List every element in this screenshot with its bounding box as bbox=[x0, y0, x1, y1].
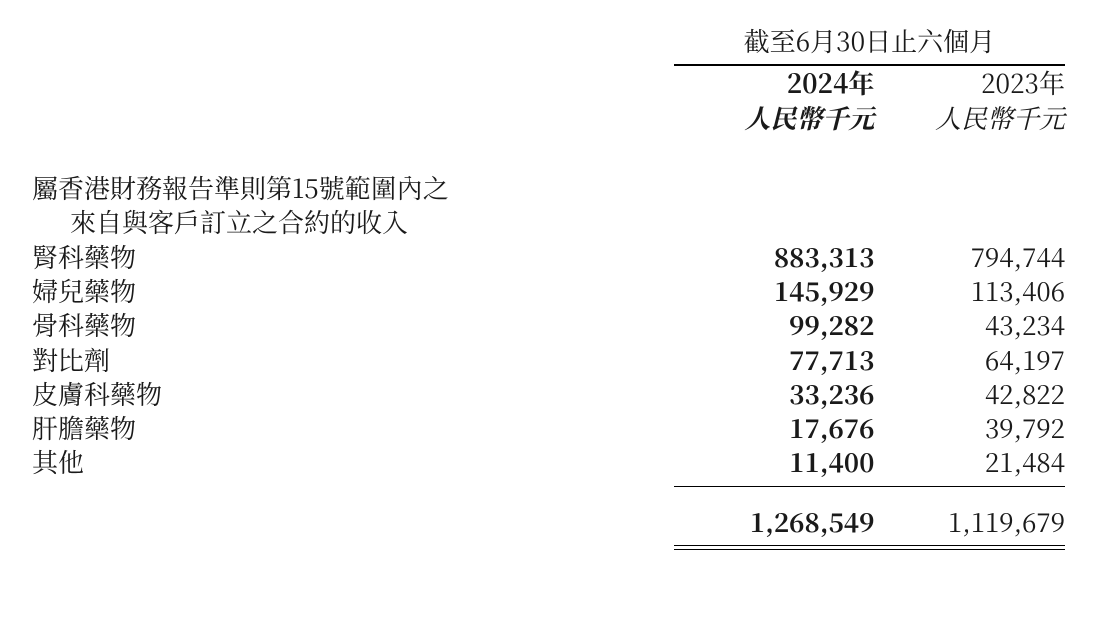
unit-header-row: 人民幣千元 人民幣千元 bbox=[32, 101, 1065, 135]
table-row: 對比劑 77,713 64,197 bbox=[32, 343, 1065, 377]
year-current: 2024年 bbox=[674, 66, 875, 100]
row-current: 77,713 bbox=[674, 343, 875, 377]
section-text-2: 來自與客戶訂立之合約的收入 bbox=[32, 205, 674, 239]
period-header-row: 截至6月30日止六個月 bbox=[32, 24, 1065, 58]
year-header-row: 2024年 2023年 bbox=[32, 66, 1065, 100]
row-prior: 21,484 bbox=[874, 445, 1065, 479]
total-label bbox=[32, 505, 674, 539]
table-row: 骨科藥物 99,282 43,234 bbox=[32, 308, 1065, 342]
total-rule-bottom bbox=[32, 549, 1065, 550]
row-label: 骨科藥物 bbox=[32, 308, 674, 342]
row-prior: 113,406 bbox=[874, 274, 1065, 308]
table-row: 婦兒藥物 145,929 113,406 bbox=[32, 274, 1065, 308]
row-label: 對比劑 bbox=[32, 343, 674, 377]
row-current: 33,236 bbox=[674, 377, 875, 411]
table-row: 其他 11,400 21,484 bbox=[32, 445, 1065, 479]
row-prior: 42,822 bbox=[874, 377, 1065, 411]
row-prior: 39,792 bbox=[874, 411, 1065, 445]
row-label: 婦兒藥物 bbox=[32, 274, 674, 308]
section-text-1: 屬香港財務報告準則第15號範圍內之 bbox=[32, 171, 674, 205]
row-prior: 64,197 bbox=[874, 343, 1065, 377]
row-label: 其他 bbox=[32, 445, 674, 479]
total-prior: 1,119,679 bbox=[874, 505, 1065, 539]
blank-cell bbox=[32, 24, 674, 58]
row-current: 883,313 bbox=[674, 240, 875, 274]
period-title: 截至6月30日止六個月 bbox=[674, 24, 1065, 58]
table-row: 腎科藥物 883,313 794,744 bbox=[32, 240, 1065, 274]
financial-table-page: 截至6月30日止六個月 2024年 2023年 人民幣千元 人民幣千元 屬香港財… bbox=[0, 0, 1107, 550]
table-row: 皮膚科藥物 33,236 42,822 bbox=[32, 377, 1065, 411]
row-label: 腎科藥物 bbox=[32, 240, 674, 274]
row-prior: 43,234 bbox=[874, 308, 1065, 342]
row-prior: 794,744 bbox=[874, 240, 1065, 274]
revenue-table: 截至6月30日止六個月 2024年 2023年 人民幣千元 人民幣千元 屬香港財… bbox=[32, 24, 1065, 550]
row-label: 皮膚科藥物 bbox=[32, 377, 674, 411]
row-current: 99,282 bbox=[674, 308, 875, 342]
unit-current: 人民幣千元 bbox=[674, 101, 875, 135]
total-row: 1,268,549 1,119,679 bbox=[32, 505, 1065, 539]
unit-prior: 人民幣千元 bbox=[874, 101, 1065, 135]
blank-cell bbox=[32, 66, 674, 100]
year-prior: 2023年 bbox=[874, 66, 1065, 100]
section-line2: 來自與客戶訂立之合約的收入 bbox=[32, 205, 1065, 239]
row-current: 145,929 bbox=[674, 274, 875, 308]
row-current: 11,400 bbox=[674, 445, 875, 479]
section-line1: 屬香港財務報告準則第15號範圍內之 bbox=[32, 171, 1065, 205]
table-row: 肝膽藥物 17,676 39,792 bbox=[32, 411, 1065, 445]
total-current: 1,268,549 bbox=[674, 505, 875, 539]
row-current: 17,676 bbox=[674, 411, 875, 445]
row-label: 肝膽藥物 bbox=[32, 411, 674, 445]
blank-cell bbox=[32, 101, 674, 135]
